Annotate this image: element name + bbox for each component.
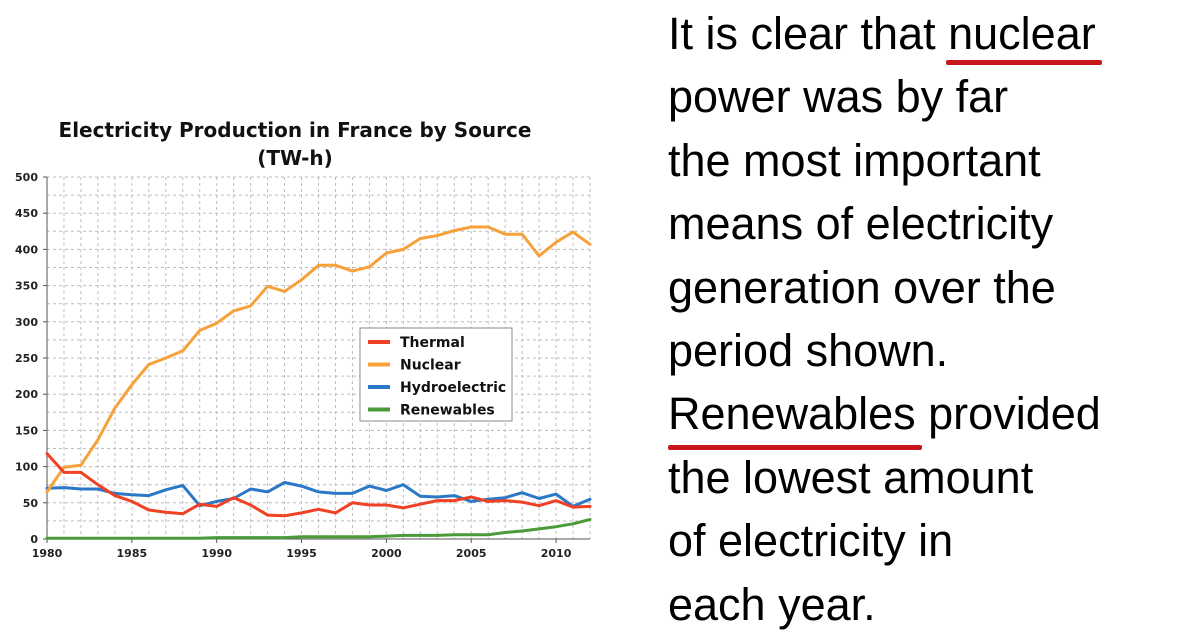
chart-title-line1: Electricity Production in France by Sour… [58, 118, 532, 142]
chart-title: Electricity Production in France by Sour… [30, 116, 560, 172]
text-line-8: the lowest amount [668, 451, 1034, 503]
underlined-word-renewables: Renewables [668, 382, 922, 451]
underlined-word-nuclear: nuclear [946, 2, 1102, 66]
y-tick-label: 50 [23, 497, 39, 510]
y-tick-label: 400 [15, 243, 38, 256]
chart-title-line2: (TW-h) [257, 146, 333, 170]
text-panel: It is clear that nuclear power was by fa… [668, 2, 1198, 636]
text-line-1: It is clear that nuclear [668, 2, 1198, 66]
x-tick-label: 1985 [117, 547, 148, 560]
legend-label-renewables: Renewables [400, 403, 495, 419]
chart-area: Electricity Production in France by Sour… [15, 116, 592, 560]
text-line-2: power was by far [668, 71, 1009, 123]
series-line-nuclear [45, 225, 592, 494]
text-line-9: of electricity in [668, 515, 954, 567]
y-tick-label: 300 [15, 316, 38, 329]
text-line-7-part-2: provided [915, 388, 1101, 440]
text-line-5: generation over the [668, 261, 1056, 313]
y-tick-label: 450 [15, 207, 38, 220]
y-tick-label: 200 [15, 388, 38, 401]
text-line-10: each year. [668, 578, 876, 630]
y-tick-label: 500 [15, 171, 38, 184]
x-tick-label: 1995 [286, 547, 317, 560]
series-line-renewables [45, 518, 592, 540]
line-chart: 0 50 100 150 200 250 300 350 400 450 500 1980 1985 19… [15, 171, 592, 560]
y-tick-label: 0 [30, 533, 38, 546]
legend-label-hydroelectric: Hydroelectric [400, 380, 506, 396]
x-tick-label: 2000 [371, 547, 402, 560]
y-tick-label: 250 [15, 352, 38, 365]
y-tick-label: 100 [15, 461, 38, 474]
text-line-1-part-1: It is clear that [668, 8, 949, 59]
x-tick-label: 2005 [456, 547, 487, 560]
x-tick-label: 1990 [201, 547, 232, 560]
x-tick-label: 1980 [32, 547, 63, 560]
series-line-thermal [45, 452, 592, 518]
text-line-7: Renewables provided [668, 382, 1198, 451]
series-line-hydroelectric [45, 481, 592, 508]
x-tick-label: 2010 [541, 547, 572, 560]
y-tick-label: 150 [15, 424, 38, 437]
legend-label-nuclear: Nuclear [400, 358, 461, 374]
text-line-3: the most important [668, 134, 1041, 186]
text-line-6: period shown. [668, 325, 949, 377]
y-tick-label: 350 [15, 280, 38, 293]
legend-label-thermal: Thermal [400, 335, 465, 351]
text-line-4: means of electricity [668, 198, 1054, 250]
